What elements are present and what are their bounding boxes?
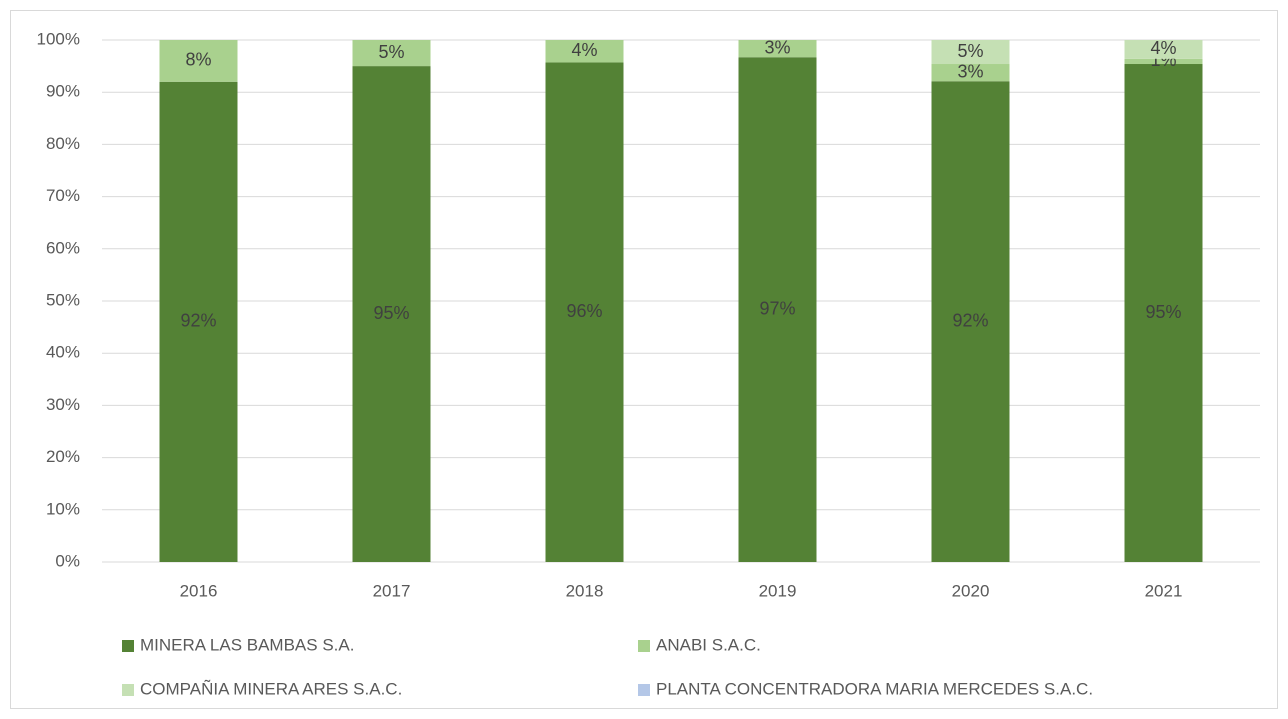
bar-segment [545,40,624,63]
bar-segment [1124,40,1203,59]
data-label: 4% [1150,38,1176,58]
bar-segment [931,81,1010,562]
bar-segment [931,40,1010,65]
legend-label: PLANTA CONCENTRADORA MARIA MERCEDES S.A.… [656,679,1093,698]
y-tick-label: 0% [55,551,80,570]
bar-segment [545,62,624,563]
legend-label: COMPAÑIA MINERA ARES S.A.C. [140,679,402,698]
x-tick-label: 2020 [952,581,990,600]
y-tick-label: 70% [46,186,80,205]
bar-segment [159,81,238,562]
y-tick-label: 100% [37,29,80,48]
data-label: 92% [180,311,216,331]
x-tick-label: 2016 [180,581,218,600]
data-label: 97% [759,298,795,318]
x-tick-label: 2018 [566,581,604,600]
y-tick-label: 90% [46,82,80,101]
bar-segment [159,40,238,82]
x-tick-label: 2017 [373,581,411,600]
y-tick-label: 60% [46,238,80,257]
data-label: 8% [185,50,211,70]
y-tick-label: 80% [46,134,80,153]
data-label: 3% [957,61,983,81]
y-tick-label: 40% [46,343,80,362]
data-label: 5% [378,42,404,62]
bar-segment [738,40,817,58]
legend-swatch [638,640,650,652]
y-tick-label: 30% [46,395,80,414]
x-tick-label: 2021 [1145,581,1183,600]
data-label: 95% [1145,302,1181,322]
y-tick-label: 20% [46,447,80,466]
bar-segment [738,57,817,562]
legend-swatch [638,684,650,696]
data-label: 96% [566,301,602,321]
legend-label: MINERA LAS BAMBAS S.A. [140,635,354,654]
y-tick-label: 10% [46,499,80,518]
bar-segment [1124,64,1203,563]
data-label: 5% [957,41,983,61]
legend-label: ANABI S.A.C. [656,635,761,654]
data-label: 3% [764,37,790,57]
legend-swatch [122,684,134,696]
bar-segment [352,66,431,562]
bar-segment [352,40,431,67]
bar-segment [931,64,1010,82]
data-label: 92% [952,310,988,330]
bar-segment [1124,58,1203,65]
x-tick-label: 2019 [759,581,797,600]
data-label: 4% [571,40,597,60]
legend-swatch [122,640,134,652]
data-label: 95% [373,303,409,323]
y-tick-label: 50% [46,290,80,309]
